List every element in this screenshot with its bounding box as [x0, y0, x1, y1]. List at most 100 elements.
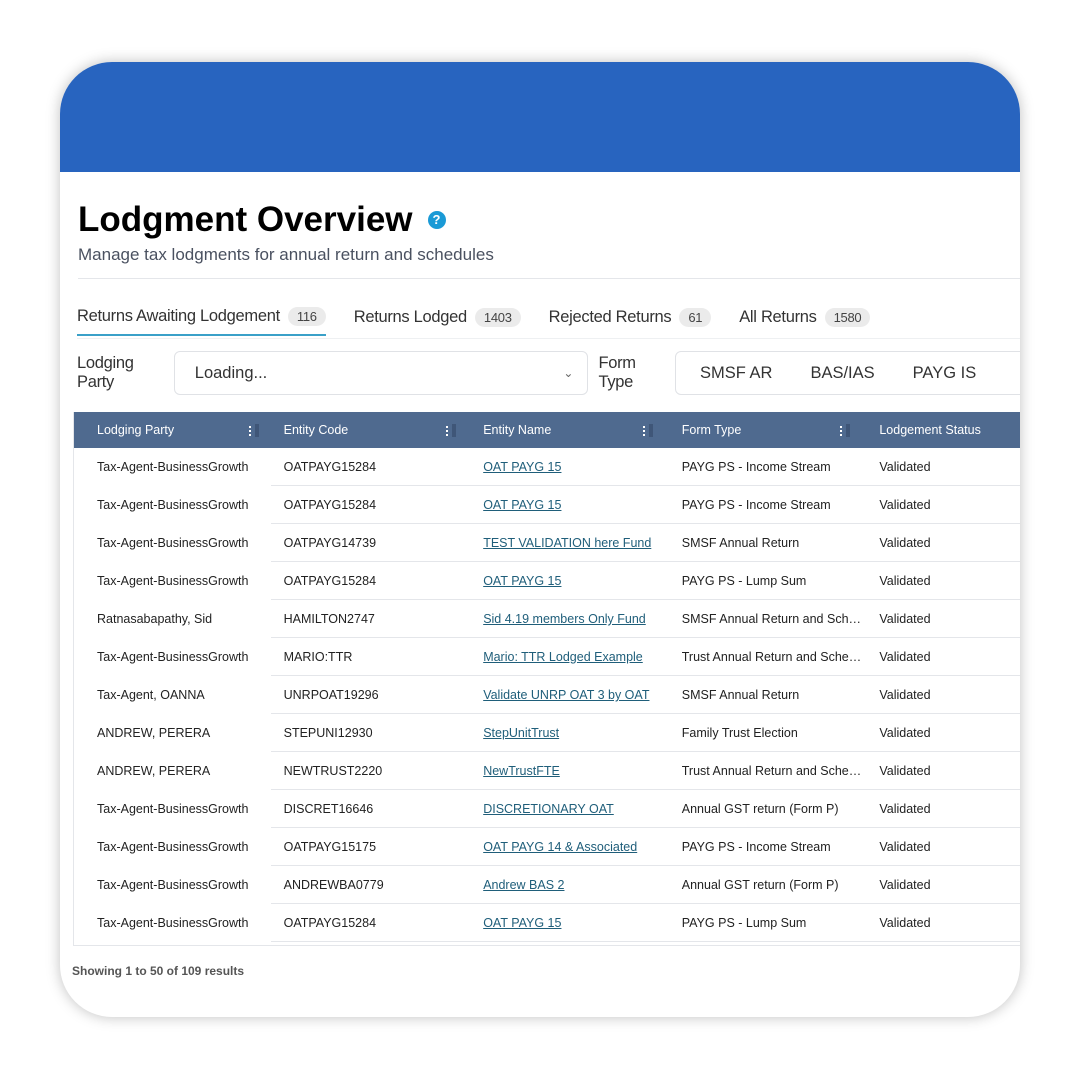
- tab-awaiting-lodgement[interactable]: Returns Awaiting Lodgement 116: [77, 307, 326, 336]
- entity-name-cell: OAT PAYG 15: [468, 460, 665, 474]
- table-row[interactable]: Tax-Agent-BusinessGrowth DISCRET16646 DISC…: [74, 790, 1020, 828]
- entity-code-cell: OATPAYG14739: [271, 536, 469, 550]
- table-row[interactable]: Tax-Agent, OANNA UNRPOAT19296 Validate UNR…: [74, 676, 1020, 714]
- table-row[interactable]: Ratnasabapathy, Sid HAMILTON2747 Sid 4.19 …: [74, 600, 1020, 638]
- column-header-label: Entity Name: [483, 423, 552, 437]
- lodging-party-cell: Tax-Agent-BusinessGrowth: [74, 460, 271, 474]
- entity-name-link[interactable]: Validate UNRP OAT 3 by OAT: [483, 688, 650, 702]
- table-row[interactable]: Tax-Agent-BusinessGrowth OATPAYG15284 OAT …: [74, 486, 1020, 524]
- entity-name-link[interactable]: OAT PAYG 14 & Associated: [483, 840, 638, 854]
- form-type-cell: Trust Annual Return and Schedules: [681, 764, 863, 778]
- table-header: Lodging Party Entity Code Entity Name Form …: [74, 412, 1020, 448]
- status-cell: Validated: [862, 878, 1020, 892]
- question-circle-icon[interactable]: ?: [427, 211, 446, 229]
- column-header[interactable]: Form Type: [665, 412, 863, 448]
- table-row[interactable]: Tax-Agent-BusinessGrowth OATPAYG15284 OAT …: [74, 562, 1020, 600]
- entity-name-link[interactable]: OAT PAYG 15: [483, 916, 562, 930]
- entity-name-link[interactable]: Mario: TTR Lodged Example: [483, 650, 643, 664]
- lodgment-table: Lodging Party Entity Code Entity Name Form …: [73, 412, 1020, 946]
- lodging-party-cell: Tax-Agent-BusinessGrowth: [97, 574, 249, 588]
- column-header-label: Lodgement Status: [879, 423, 981, 437]
- entity-code-cell: OATPAYG15284: [283, 916, 377, 930]
- form-type-cell: Annual GST return (Form P): [665, 878, 863, 892]
- lodging-party-cell: ANDREW, PERERA: [97, 764, 211, 778]
- entity-name-cell: OAT PAYG 15: [468, 498, 665, 512]
- entity-code-cell: OATPAYG15284: [271, 916, 469, 930]
- tab-divider: [77, 338, 1020, 339]
- table-row[interactable]: Tax-Agent-BusinessGrowth OATPAYG15284 OAT …: [74, 448, 1020, 486]
- column-header-label: Lodging Party: [97, 423, 175, 437]
- lodging-party-cell: Tax-Agent-BusinessGrowth: [97, 878, 249, 892]
- count-badge: 116: [287, 307, 326, 326]
- status-cell: Validated: [862, 916, 1020, 930]
- column-resize-handle[interactable]: [840, 424, 852, 437]
- tab-returns-lodged[interactable]: Returns Lodged 1403: [354, 307, 521, 336]
- column-header[interactable]: Lodging Party: [74, 412, 271, 448]
- entity-code-cell: OATPAYG15175: [283, 840, 377, 854]
- tab-label: Returns Awaiting Lodgement: [77, 307, 280, 325]
- entity-code-cell: STEPUNI12930: [283, 726, 373, 740]
- entity-name-link[interactable]: DISCRETIONARY OAT: [483, 802, 614, 816]
- lodging-party-select[interactable]: Loading... ⌄: [173, 351, 589, 395]
- table-row[interactable]: Tax-Agent-BusinessGrowth OATPAYG15175 OAT …: [74, 828, 1020, 866]
- form-type-cell: PAYG PS - Income Stream: [681, 460, 831, 474]
- lodging-party-cell: ANDREW, PERERA: [74, 726, 271, 740]
- entity-code-cell: DISCRET16646: [283, 802, 374, 816]
- form-type-bas-ias[interactable]: BAS/IAS: [810, 363, 875, 382]
- tab-rejected-returns[interactable]: Rejected Returns 61: [549, 307, 712, 336]
- page-title: Lodgment Overview?: [78, 200, 446, 240]
- status-cell: Validated: [879, 764, 931, 778]
- form-type-payg-is[interactable]: PAYG IS: [912, 363, 977, 382]
- column-resize-handle[interactable]: [446, 424, 458, 437]
- table-row[interactable]: ANDREW, PERERA STEPUNI12930 StepUnitTrust F…: [74, 714, 1020, 752]
- form-type-cell: Trust Annual Return and Schedules: [665, 764, 863, 778]
- column-header[interactable]: Entity Name: [468, 412, 665, 448]
- lodging-party-cell: Tax-Agent-BusinessGrowth: [74, 650, 271, 664]
- entity-name-link[interactable]: TEST VALIDATION here Fund: [483, 536, 652, 550]
- status-cell: Validated: [879, 536, 931, 550]
- entity-code-cell: ANDREWBA0779: [283, 878, 384, 892]
- form-type-smsf-ar[interactable]: SMSF AR: [700, 363, 773, 382]
- entity-name-link[interactable]: OAT PAYG 15: [483, 498, 562, 512]
- entity-code-cell: OATPAYG15284: [271, 460, 469, 474]
- entity-code-cell: HAMILTON2747: [283, 612, 375, 626]
- lodging-party-cell: Tax-Agent-BusinessGrowth: [74, 840, 271, 854]
- form-type-cell: Annual GST return (Form P): [665, 802, 863, 816]
- entity-name-cell: DISCRETIONARY OAT: [468, 802, 665, 816]
- column-resize-handle[interactable]: [642, 424, 655, 437]
- entity-name-link[interactable]: OAT PAYG 15: [483, 460, 562, 474]
- lodging-party-cell: ANDREW, PERERA: [74, 764, 271, 778]
- column-resize-handle[interactable]: [248, 424, 261, 437]
- table-row[interactable]: Tax-Agent-BusinessGrowth OATPAYG15284 OAT …: [74, 904, 1020, 942]
- entity-name-link[interactable]: OAT PAYG 15: [483, 574, 562, 588]
- form-type-cell: SMSF Annual Return: [681, 536, 800, 550]
- tab-label: All Returns: [739, 308, 817, 326]
- status-cell: Validated: [879, 498, 931, 512]
- lodging-party-cell: Tax-Agent-BusinessGrowth: [97, 498, 249, 512]
- lodging-party-cell: Tax-Agent-BusinessGrowth: [74, 916, 271, 930]
- entity-name-link[interactable]: Sid 4.19 members Only Fund: [483, 612, 646, 626]
- entity-name-link[interactable]: Andrew BAS 2: [483, 878, 565, 892]
- status-cell: Validated: [879, 612, 931, 626]
- table-row[interactable]: Tax-Agent-BusinessGrowth MARIO:TTR Mario: …: [74, 638, 1020, 676]
- status-cell: Validated: [879, 802, 931, 816]
- tab-all-returns[interactable]: All Returns 1580: [739, 307, 871, 336]
- status-cell: Validated: [862, 574, 1020, 588]
- table-body: Tax-Agent-BusinessGrowth OATPAYG15284 OAT …: [74, 448, 1020, 942]
- column-header[interactable]: Entity Code: [271, 412, 469, 448]
- lodging-party-cell: Tax-Agent, OANNA: [74, 688, 271, 702]
- column-header[interactable]: Lodgement Status: [862, 412, 1020, 448]
- table-row[interactable]: Tax-Agent-BusinessGrowth ANDREWBA0779 Andr…: [74, 866, 1020, 904]
- table-row[interactable]: ANDREW, PERERA NEWTRUST2220 NewTrustFTE Tru…: [74, 752, 1020, 790]
- entity-name-cell: Sid 4.19 members Only Fund: [468, 612, 665, 626]
- entity-name-link[interactable]: StepUnitTrust: [483, 726, 560, 740]
- column-header-label: Entity Code: [283, 423, 349, 437]
- status-cell: Validated: [862, 612, 1020, 626]
- entity-name-cell: Mario: TTR Lodged Example: [468, 650, 665, 664]
- lodging-party-label: Lodging Party: [77, 354, 134, 391]
- table-row[interactable]: Tax-Agent-BusinessGrowth OATPAYG14739 TEST…: [74, 524, 1020, 562]
- entity-name-link[interactable]: NewTrustFTE: [483, 764, 560, 778]
- status-cell: Validated: [862, 460, 1020, 474]
- status-cell: Validated: [879, 840, 931, 854]
- form-type-cell: SMSF Annual Return: [665, 536, 863, 550]
